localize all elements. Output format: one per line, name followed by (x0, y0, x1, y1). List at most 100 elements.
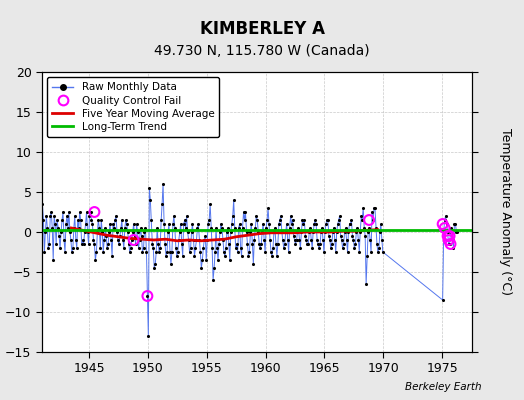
Legend: Raw Monthly Data, Quality Control Fail, Five Year Moving Average, Long-Term Tren: Raw Monthly Data, Quality Control Fail, … (47, 77, 220, 137)
Point (230, 197, 238, 203)
Point (362, 281, 370, 287)
Point (81, 229, 89, 235)
Point (63, 213, 71, 219)
Point (95, 225, 104, 231)
Point (60, 237, 68, 243)
Point (298, 217, 307, 223)
Point (41, 229, 50, 235)
Point (224, 225, 232, 231)
Point (100, 237, 108, 243)
Point (236, 245, 245, 251)
Point (59, 209, 67, 215)
Point (117, 225, 125, 231)
Point (271, 225, 279, 231)
Point (289, 233, 298, 239)
Point (217, 221, 225, 227)
Point (348, 233, 357, 239)
Point (451, 221, 460, 227)
Point (231, 225, 239, 231)
Point (208, 245, 216, 251)
Point (266, 237, 274, 243)
Point (314, 241, 322, 247)
Point (249, 261, 257, 267)
Point (241, 209, 249, 215)
Point (107, 237, 115, 243)
Point (261, 249, 269, 255)
Point (258, 229, 266, 235)
Point (128, 229, 137, 235)
Point (360, 225, 368, 231)
Point (126, 245, 135, 251)
Point (446, 229, 455, 235)
Point (58, 217, 66, 223)
Point (46, 213, 54, 219)
Point (302, 237, 311, 243)
Point (42, 213, 51, 219)
Point (161, 241, 169, 247)
Point (299, 221, 308, 227)
Point (136, 225, 145, 231)
Point (354, 237, 363, 243)
Point (330, 225, 338, 231)
Point (369, 217, 377, 223)
Point (358, 217, 366, 223)
Point (173, 249, 182, 255)
Point (91, 257, 100, 263)
Point (251, 225, 259, 231)
Point (318, 225, 326, 231)
Point (143, 293, 151, 299)
Point (278, 229, 286, 235)
Point (223, 229, 231, 235)
Point (277, 213, 285, 219)
Point (342, 237, 351, 243)
Point (248, 241, 257, 247)
Point (170, 213, 178, 219)
Point (326, 237, 334, 243)
Point (129, 221, 138, 227)
Y-axis label: Temperature Anomaly (°C): Temperature Anomaly (°C) (499, 128, 511, 296)
Point (311, 217, 319, 223)
Point (88, 221, 96, 227)
Point (275, 221, 283, 227)
Point (134, 229, 142, 235)
Point (317, 229, 325, 235)
Point (292, 237, 301, 243)
Point (79, 237, 87, 243)
Point (102, 233, 111, 239)
Point (244, 253, 253, 259)
Point (328, 241, 336, 247)
Point (300, 217, 309, 223)
Point (347, 217, 356, 223)
Point (53, 217, 61, 223)
Point (99, 249, 107, 255)
Point (78, 241, 86, 247)
Point (113, 229, 121, 235)
Point (263, 217, 271, 223)
Point (439, 297, 447, 303)
Point (218, 225, 226, 231)
Point (192, 237, 201, 243)
Point (80, 241, 88, 247)
Point (349, 237, 357, 243)
Point (365, 225, 373, 231)
Point (335, 213, 344, 219)
Point (260, 237, 268, 243)
Point (450, 221, 458, 227)
Point (105, 229, 113, 235)
Point (279, 245, 288, 251)
Point (293, 229, 302, 235)
Point (133, 221, 141, 227)
Point (246, 229, 255, 235)
Point (200, 237, 209, 243)
Point (183, 229, 192, 235)
Point (215, 241, 223, 247)
Point (98, 229, 106, 235)
Point (237, 253, 246, 259)
Point (285, 249, 293, 255)
Point (441, 217, 449, 223)
Point (106, 221, 114, 227)
Point (367, 249, 375, 255)
Point (109, 221, 117, 227)
Point (346, 221, 355, 227)
Point (137, 233, 146, 239)
